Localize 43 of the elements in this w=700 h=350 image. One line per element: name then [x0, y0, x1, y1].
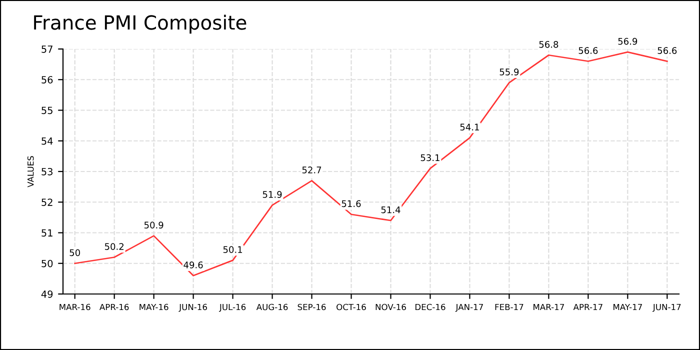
y-tick-label: 57 — [42, 46, 52, 53]
data-label: 51.4 — [381, 206, 400, 214]
data-label: 50 — [70, 249, 80, 256]
data-label: 55.9 — [500, 68, 519, 76]
data-label: 49.6 — [184, 261, 203, 268]
data-label: 56.6 — [578, 47, 598, 54]
x-tick-label: APR-16 — [100, 304, 129, 310]
data-label: 54.1 — [460, 124, 479, 131]
x-tick-label: FEB-17 — [495, 304, 524, 310]
y-tick-label: 50 — [42, 260, 53, 268]
data-label: 50.1 — [223, 246, 242, 254]
x-tick-label: JUL-16 — [219, 304, 246, 312]
data-label: 51.9 — [262, 191, 282, 198]
data-label: 52.7 — [302, 166, 322, 174]
y-tick-label: 56 — [42, 76, 53, 84]
x-tick-label: APR-17 — [573, 304, 602, 310]
x-tick-label: DEC-16 — [415, 304, 446, 310]
data-label: 56.6 — [658, 47, 677, 54]
data-label: 53.1 — [420, 154, 440, 162]
data-label: 56.8 — [539, 40, 558, 48]
x-tick-label: MAR-17 — [534, 304, 564, 310]
x-tick-label: MAY-17 — [614, 304, 642, 310]
x-tick-label: NOV-16 — [376, 304, 406, 310]
x-tick-label: SEP-16 — [298, 304, 326, 310]
x-tick-label: MAR-16 — [60, 304, 90, 310]
y-tick-label: 51 — [42, 229, 52, 237]
y-tick-label: 49 — [41, 290, 53, 298]
y-tick-label: 53 — [42, 168, 52, 176]
x-tick-label: AUG-16 — [256, 304, 288, 310]
y-tick-label: 52 — [42, 198, 52, 206]
data-label: 50.2 — [104, 243, 124, 250]
x-tick-label: OCT-16 — [336, 304, 366, 310]
x-tick-label: JAN-17 — [455, 304, 483, 312]
x-tick-label: JUN-17 — [652, 304, 681, 312]
chart-title: France PMI Composite — [34, 14, 246, 34]
y-tick-label: 55 — [42, 106, 52, 114]
x-tick-label: MAY-16 — [140, 304, 168, 310]
data-label: 50.9 — [144, 222, 164, 229]
y-axis-title: VALUES — [27, 156, 34, 188]
data-label: 56.9 — [618, 38, 638, 45]
x-tick-label: JUN-16 — [178, 304, 207, 312]
data-label: 51.6 — [342, 200, 361, 208]
y-tick-label: 54 — [42, 137, 53, 145]
